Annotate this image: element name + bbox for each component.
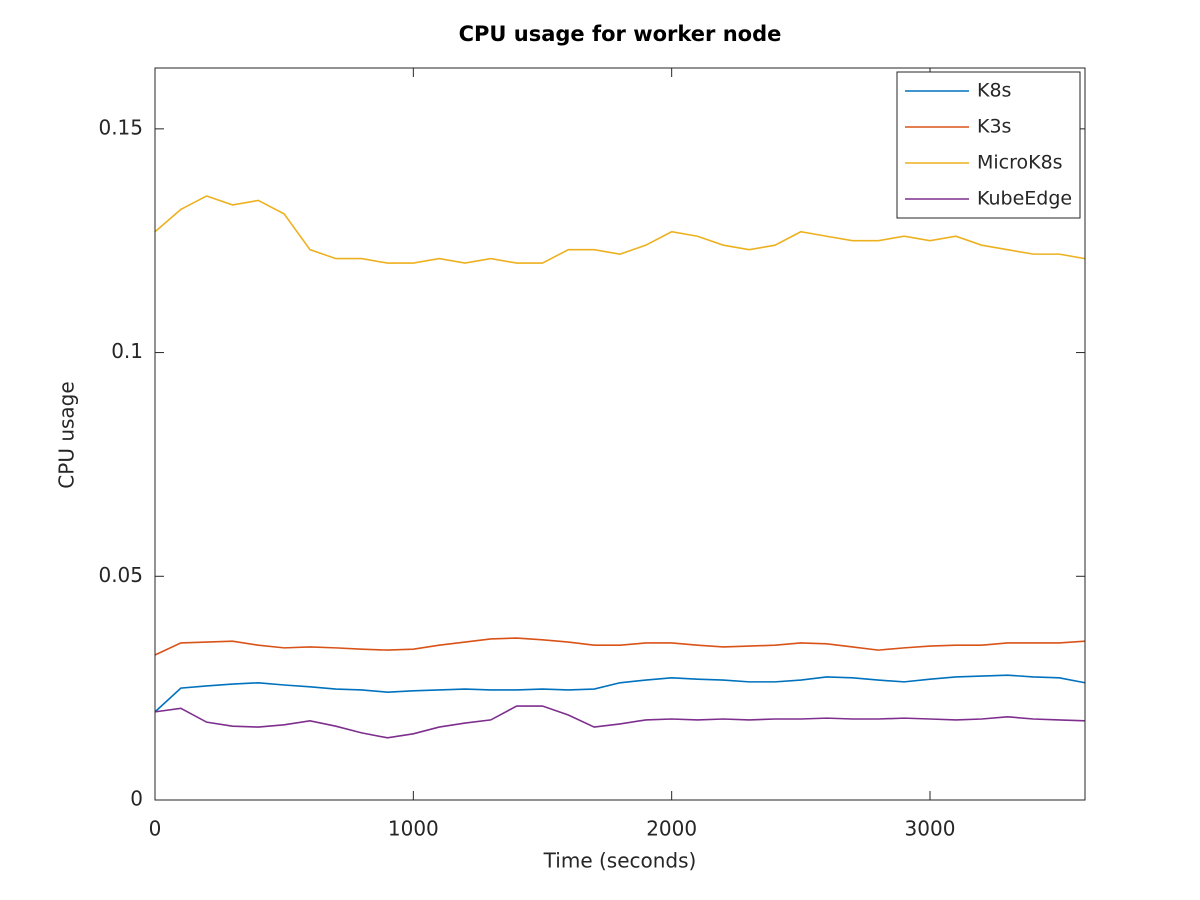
x-tick-label: 0 — [149, 817, 162, 841]
x-tick-label: 1000 — [388, 817, 439, 841]
legend-label: K8s — [977, 80, 1011, 102]
line-series — [154, 674, 1086, 713]
line-series — [154, 637, 1086, 656]
legend-box — [896, 71, 1081, 219]
x-tick-label: 3000 — [905, 817, 956, 841]
legend-label: MicroK8s — [977, 152, 1063, 174]
y-tick-label: 0.05 — [98, 563, 143, 587]
plot-frame — [154, 67, 1086, 801]
x-axis-label: Time (seconds) — [543, 849, 697, 873]
y-tick-label: 0.1 — [111, 339, 143, 363]
line-series — [154, 195, 1086, 264]
y-tick-label: 0 — [130, 787, 143, 811]
legend-label: K3s — [977, 116, 1011, 138]
line-series — [154, 705, 1086, 739]
legend-label: KubeEdge — [977, 188, 1072, 210]
x-tick-label: 2000 — [646, 817, 697, 841]
y-tick-label: 0.15 — [98, 115, 143, 139]
chart-title: CPU usage for worker node — [459, 22, 782, 46]
y-axis-label: CPU usage — [55, 381, 79, 488]
